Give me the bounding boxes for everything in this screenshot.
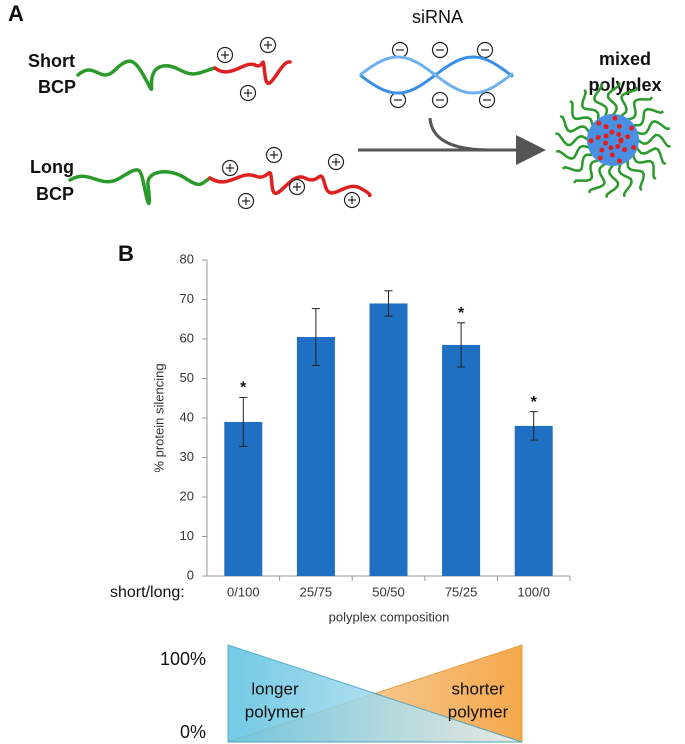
row-label: short/long: bbox=[110, 584, 185, 601]
polyplex-core bbox=[587, 114, 639, 166]
polyplex-dot bbox=[609, 152, 615, 158]
x-tick-label: 0/100 bbox=[227, 584, 260, 599]
polyplex-arm bbox=[562, 153, 597, 173]
polyplex-dot bbox=[621, 147, 627, 153]
polyplex-dot bbox=[588, 138, 594, 144]
polyplex-arm bbox=[623, 96, 654, 123]
polyplex-dot bbox=[616, 131, 622, 137]
polyplex-dot bbox=[599, 147, 605, 153]
longer-triangle bbox=[227, 644, 523, 743]
label: polymer bbox=[245, 702, 306, 721]
label: BCP bbox=[38, 77, 76, 97]
polyplex-dot bbox=[597, 155, 603, 161]
polyplex-arm bbox=[617, 160, 634, 198]
polyplex-arm bbox=[605, 161, 620, 198]
polyplex-arm bbox=[633, 144, 667, 166]
annotation: * bbox=[458, 305, 465, 322]
y-tick-label: 60 bbox=[180, 330, 194, 345]
x-tick-label: 25/75 bbox=[300, 584, 333, 599]
sirna-helix bbox=[359, 55, 514, 95]
polyplex-dot bbox=[595, 134, 601, 140]
label: shorter bbox=[452, 679, 505, 698]
y-tick-label: 10 bbox=[180, 528, 194, 543]
polyplex-arm bbox=[630, 150, 657, 181]
label: 0% bbox=[180, 722, 206, 742]
polyplex-dot bbox=[618, 138, 624, 144]
label: 100% bbox=[160, 649, 206, 669]
polyplex-arm bbox=[633, 119, 671, 136]
polyplex-dot bbox=[615, 143, 621, 149]
label: BCP bbox=[36, 184, 74, 204]
polyplex-dot bbox=[608, 145, 614, 151]
y-tick-label: 50 bbox=[180, 370, 194, 385]
label: longer bbox=[251, 679, 299, 698]
polyplex-arm bbox=[555, 144, 593, 161]
annotation: * bbox=[240, 380, 247, 397]
polyplex-dot bbox=[603, 124, 609, 130]
arrow bbox=[428, 117, 491, 152]
x-axis-title: polyplex composition bbox=[329, 609, 450, 624]
polyplex-dot bbox=[631, 145, 637, 151]
polyplex-dot bbox=[629, 125, 635, 131]
polyplex-arm bbox=[572, 157, 603, 184]
x-tick-label: 75/25 bbox=[445, 584, 478, 599]
y-tick-label: 0 bbox=[187, 567, 194, 582]
polyplex-dot bbox=[609, 129, 615, 135]
polyplex bbox=[555, 82, 671, 198]
panel-label: A bbox=[8, 1, 24, 26]
charges bbox=[216, 36, 496, 210]
bar bbox=[296, 337, 335, 576]
polyplex-arm bbox=[580, 89, 600, 124]
polyplex-dot bbox=[625, 134, 631, 140]
polyplex-arm bbox=[559, 114, 593, 136]
label: siRNA bbox=[412, 7, 463, 27]
panel-label: B bbox=[118, 241, 134, 266]
polyplex-arm bbox=[629, 107, 664, 127]
label: Short bbox=[28, 51, 75, 71]
bar bbox=[442, 344, 481, 576]
polyplex-arm bbox=[587, 160, 609, 194]
x-tick-label: 50/50 bbox=[372, 584, 405, 599]
label: Long bbox=[30, 157, 74, 177]
polyplex-dot bbox=[603, 140, 609, 146]
x-tick-label: 100/0 bbox=[517, 584, 550, 599]
y-axis-title: % protein silencing bbox=[151, 363, 166, 472]
y-tick-label: 20 bbox=[180, 488, 194, 503]
bar bbox=[369, 303, 408, 576]
polyplex-arm bbox=[592, 82, 609, 120]
bar bbox=[224, 421, 263, 576]
polyplex-arm bbox=[606, 82, 621, 119]
polyplex-dot bbox=[616, 123, 622, 129]
y-tick-label: 80 bbox=[180, 251, 194, 266]
bar bbox=[514, 425, 553, 576]
polyplex-arm bbox=[555, 132, 592, 147]
label: polymer bbox=[448, 702, 509, 721]
y-tick-label: 40 bbox=[180, 409, 194, 424]
label: polyplex bbox=[588, 75, 661, 95]
polyplex-arm bbox=[617, 86, 639, 120]
polymers bbox=[68, 59, 372, 206]
polyplex-dot bbox=[596, 120, 602, 126]
label: mixed bbox=[599, 49, 651, 69]
y-tick-label: 70 bbox=[180, 291, 194, 306]
annotation: * bbox=[531, 394, 538, 411]
polyplex-arm bbox=[626, 156, 646, 191]
polyplex-dot bbox=[617, 158, 623, 164]
polyplex-arm bbox=[569, 99, 596, 130]
polyplex-dot bbox=[603, 133, 609, 139]
polyplex-arm bbox=[634, 133, 671, 148]
y-tick-label: 30 bbox=[180, 449, 194, 464]
polyplex-dot bbox=[612, 115, 618, 121]
